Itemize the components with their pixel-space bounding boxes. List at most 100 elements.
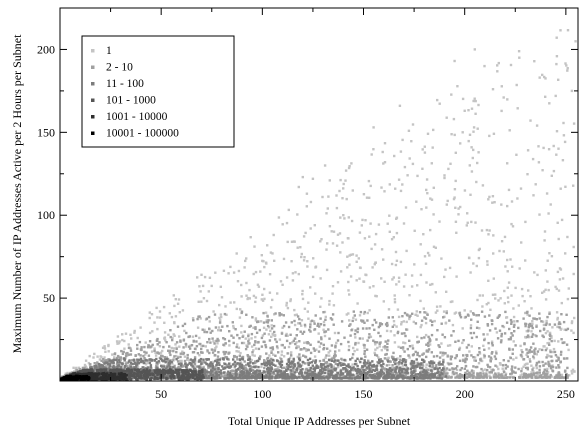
data-point-2517: [491, 319, 494, 322]
data-point-1424: [395, 283, 398, 286]
data-point-66: [390, 262, 394, 266]
data-point-556: [470, 146, 473, 149]
data-point-725: [393, 154, 396, 158]
data-point-2334: [465, 372, 469, 375]
data-point-594: [471, 156, 474, 160]
data-point-740: [544, 77, 547, 80]
data-point-3437: [504, 376, 507, 379]
data-point-601: [236, 343, 239, 346]
data-point-145: [245, 257, 248, 260]
data-point-1537: [559, 353, 563, 356]
data-point-4464: [156, 361, 159, 364]
data-point-3259: [557, 372, 561, 376]
data-point-714: [473, 97, 476, 100]
data-point-1710: [385, 352, 388, 356]
data-point-1144: [468, 350, 471, 353]
data-point-579: [245, 281, 248, 285]
data-point-721: [519, 187, 523, 190]
data-point-524: [238, 316, 242, 319]
data-point-2439: [397, 363, 401, 366]
data-point-1148: [260, 254, 263, 257]
data-point-3645: [524, 322, 527, 325]
data-point-3068: [186, 353, 189, 357]
data-point-397: [341, 241, 344, 244]
data-point-93: [286, 334, 289, 337]
data-point-2827: [384, 353, 387, 356]
data-point-1027: [511, 265, 514, 268]
data-point-2125: [103, 359, 106, 362]
data-point-3088: [175, 350, 178, 354]
data-point-1893: [306, 362, 310, 365]
data-point-1560: [247, 334, 250, 338]
data-point-4609: [337, 359, 340, 362]
data-point-3240: [250, 332, 254, 336]
data-point-4981: [224, 362, 227, 366]
data-point-1737: [544, 362, 547, 365]
data-point-3461: [502, 359, 505, 362]
data-point-2326: [530, 324, 534, 328]
data-point-4964: [330, 370, 334, 373]
data-point-2384: [181, 324, 185, 328]
data-point-2354: [403, 350, 406, 353]
data-point-4491: [111, 366, 114, 369]
data-point-778: [321, 195, 324, 199]
data-point-543: [297, 360, 300, 364]
data-point-3293: [542, 328, 546, 331]
data-point-3602: [271, 348, 275, 351]
data-point-150: [555, 36, 558, 39]
data-point-3724: [350, 377, 353, 380]
data-point-2429: [482, 333, 485, 336]
data-point-932: [435, 305, 439, 308]
data-point-1678: [528, 314, 531, 317]
data-point-1079: [345, 313, 348, 316]
data-point-2171: [427, 371, 430, 375]
data-point-433: [426, 251, 430, 255]
data-point-7: [554, 285, 557, 289]
data-point-2820: [399, 355, 402, 358]
data-point-1441: [543, 345, 546, 348]
data-point-1064: [443, 275, 446, 279]
data-point-3559: [351, 353, 355, 356]
data-point-3382: [404, 359, 408, 362]
data-point-1159: [339, 178, 342, 182]
data-point-3415: [488, 314, 491, 317]
data-point-1964: [417, 340, 420, 343]
data-point-540: [515, 153, 518, 156]
data-point-827: [480, 359, 484, 363]
data-point-1617: [290, 354, 293, 357]
data-point-1355: [477, 103, 480, 107]
data-point-3529: [555, 374, 558, 377]
data-point-1905: [524, 324, 527, 328]
data-point-2855: [324, 318, 327, 321]
data-point-3657: [167, 349, 170, 352]
data-point-1201: [502, 96, 505, 99]
data-point-1066: [369, 184, 372, 188]
data-point-2391: [430, 370, 434, 373]
data-point-4115: [217, 361, 220, 364]
data-point-3589: [273, 368, 277, 371]
data-point-1467: [488, 229, 491, 232]
data-point-2969: [185, 331, 188, 335]
data-point-1622: [366, 339, 369, 342]
data-point-4593: [347, 365, 351, 369]
data-point-3295: [298, 353, 301, 356]
data-point-1624: [385, 321, 389, 325]
data-point-235: [535, 353, 538, 356]
data-point-619: [276, 292, 279, 295]
data-point-4378: [404, 363, 407, 367]
data-point-1391: [199, 317, 202, 320]
data-point-39: [72, 366, 75, 369]
data-point-1865: [228, 364, 231, 368]
data-point-4144: [168, 360, 172, 363]
data-point-2112: [408, 339, 411, 342]
data-point-469: [407, 129, 411, 132]
data-point-802: [156, 327, 159, 331]
data-point-4104: [334, 369, 337, 372]
data-point-2630: [343, 336, 346, 339]
data-point-3062: [249, 324, 252, 328]
data-point-4665: [292, 357, 295, 361]
data-point-2759: [156, 363, 159, 366]
data-point-3852: [440, 377, 443, 380]
data-point-1386: [228, 344, 231, 347]
data-point-1377: [564, 252, 567, 255]
